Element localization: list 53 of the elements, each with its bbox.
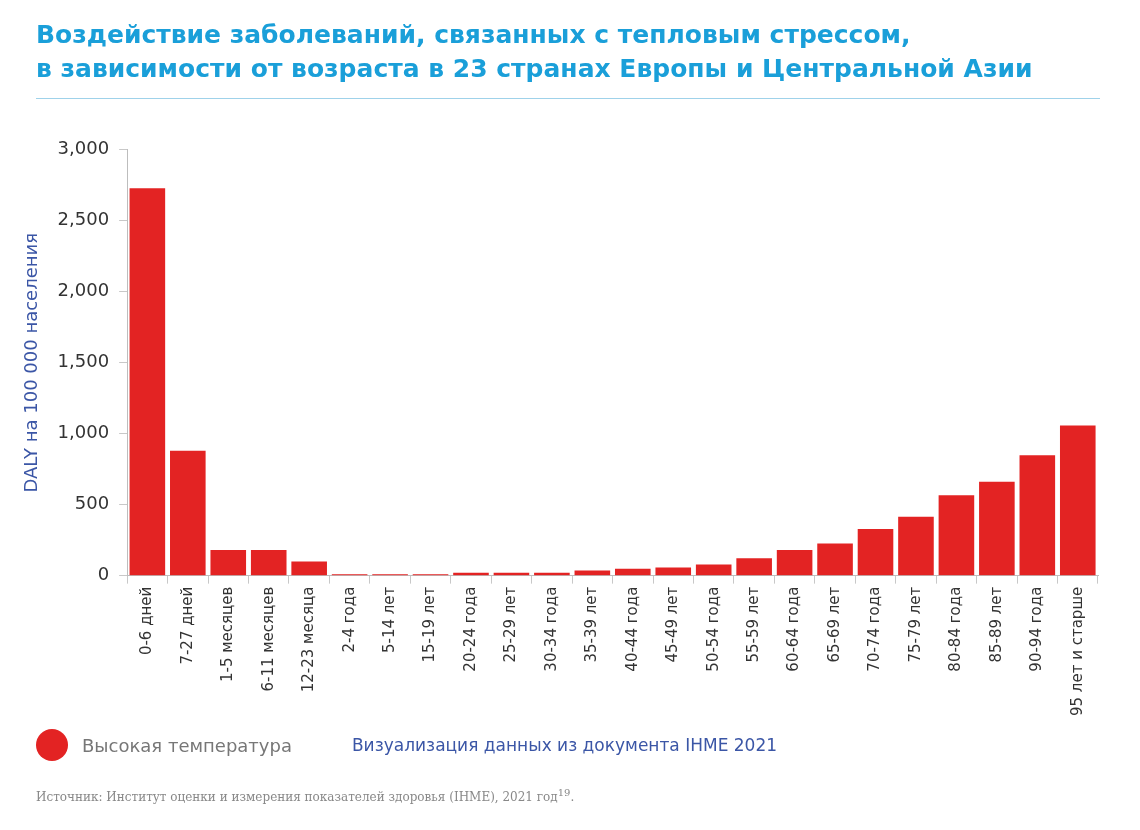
bar: [776, 550, 813, 576]
bar: [1059, 425, 1096, 576]
x-tick-label: 45-49 лет: [663, 586, 682, 663]
x-tick-label: 80-84 года: [946, 586, 965, 672]
y-tick-label: 1,500: [57, 350, 110, 372]
x-tick-label: 2-4 года: [339, 586, 358, 653]
bar: [817, 543, 853, 576]
chart-title: Воздействие заболеваний, связанных с тепловым стрессом, в зависимости от возраста в 23 странах Европы и Центральной Азии: [35, 19, 1034, 85]
x-tick-label: 15-19 лет: [420, 586, 439, 663]
y-tick-label: 0: [97, 563, 110, 585]
x-tick-label: 60-64 года: [784, 586, 803, 672]
x-tick-label: 7-27 дней: [177, 586, 196, 665]
x-tick-label: 95 лет и старше: [1067, 586, 1086, 717]
x-tick-label: 85-89 лет: [986, 586, 1005, 663]
x-tick-label: 90-94 года: [1027, 586, 1046, 672]
legend-label: Высокая температура: [82, 734, 292, 756]
bar: [655, 567, 692, 576]
y-tick-label: 500: [74, 492, 110, 514]
bar: [736, 558, 772, 576]
x-tick-label: 20-24 года: [460, 586, 479, 672]
bar: [614, 568, 651, 576]
x-tick-label: 75-79 лет: [905, 586, 924, 663]
y-tick-label: 3,000: [57, 137, 110, 159]
bar: [291, 561, 327, 576]
y-tick-label: 2,000: [57, 279, 110, 301]
bar: [857, 528, 894, 576]
y-axis-title: DALY на 100 000 населения: [20, 232, 42, 493]
text: Источник: Институт оценки и измерения показателей здоровья (IHME), 2021 год$^{19}$.: [35, 786, 576, 804]
x-tick-label: 0-6 дней: [137, 586, 156, 656]
y-tick-label: 1,000: [57, 421, 110, 443]
bar: [695, 564, 732, 576]
x-tick-label: 70-74 года: [865, 586, 884, 672]
x-tick-label: 30-34 года: [541, 586, 560, 672]
y-tick-label: 2,500: [57, 208, 110, 230]
x-tick-label: 6-11 месяцев: [258, 586, 277, 692]
bar: [129, 188, 166, 576]
x-tick-label: 35-39 лет: [582, 586, 601, 663]
bar: [250, 550, 287, 576]
bar: [1019, 455, 1056, 576]
text: Визуализация данных из документа IHME 2021: [351, 735, 778, 755]
bar: [938, 495, 975, 576]
bar: [898, 516, 934, 576]
x-tick-label: 50-54 года: [703, 586, 722, 672]
bar: [170, 450, 206, 576]
bar: [979, 481, 1015, 576]
x-tick-label: 25-29 лет: [501, 586, 520, 663]
bar: [210, 550, 247, 576]
x-tick-label: 5-14 лет: [379, 586, 398, 654]
x-tick-label: 1-5 месяцев: [218, 586, 237, 683]
x-tick-label: 12-23 месяца: [299, 586, 318, 693]
x-tick-label: 65-69 лет: [824, 586, 843, 663]
x-tick-label: 40-44 года: [622, 586, 641, 672]
x-tick-label: 55-59 лет: [744, 586, 763, 663]
